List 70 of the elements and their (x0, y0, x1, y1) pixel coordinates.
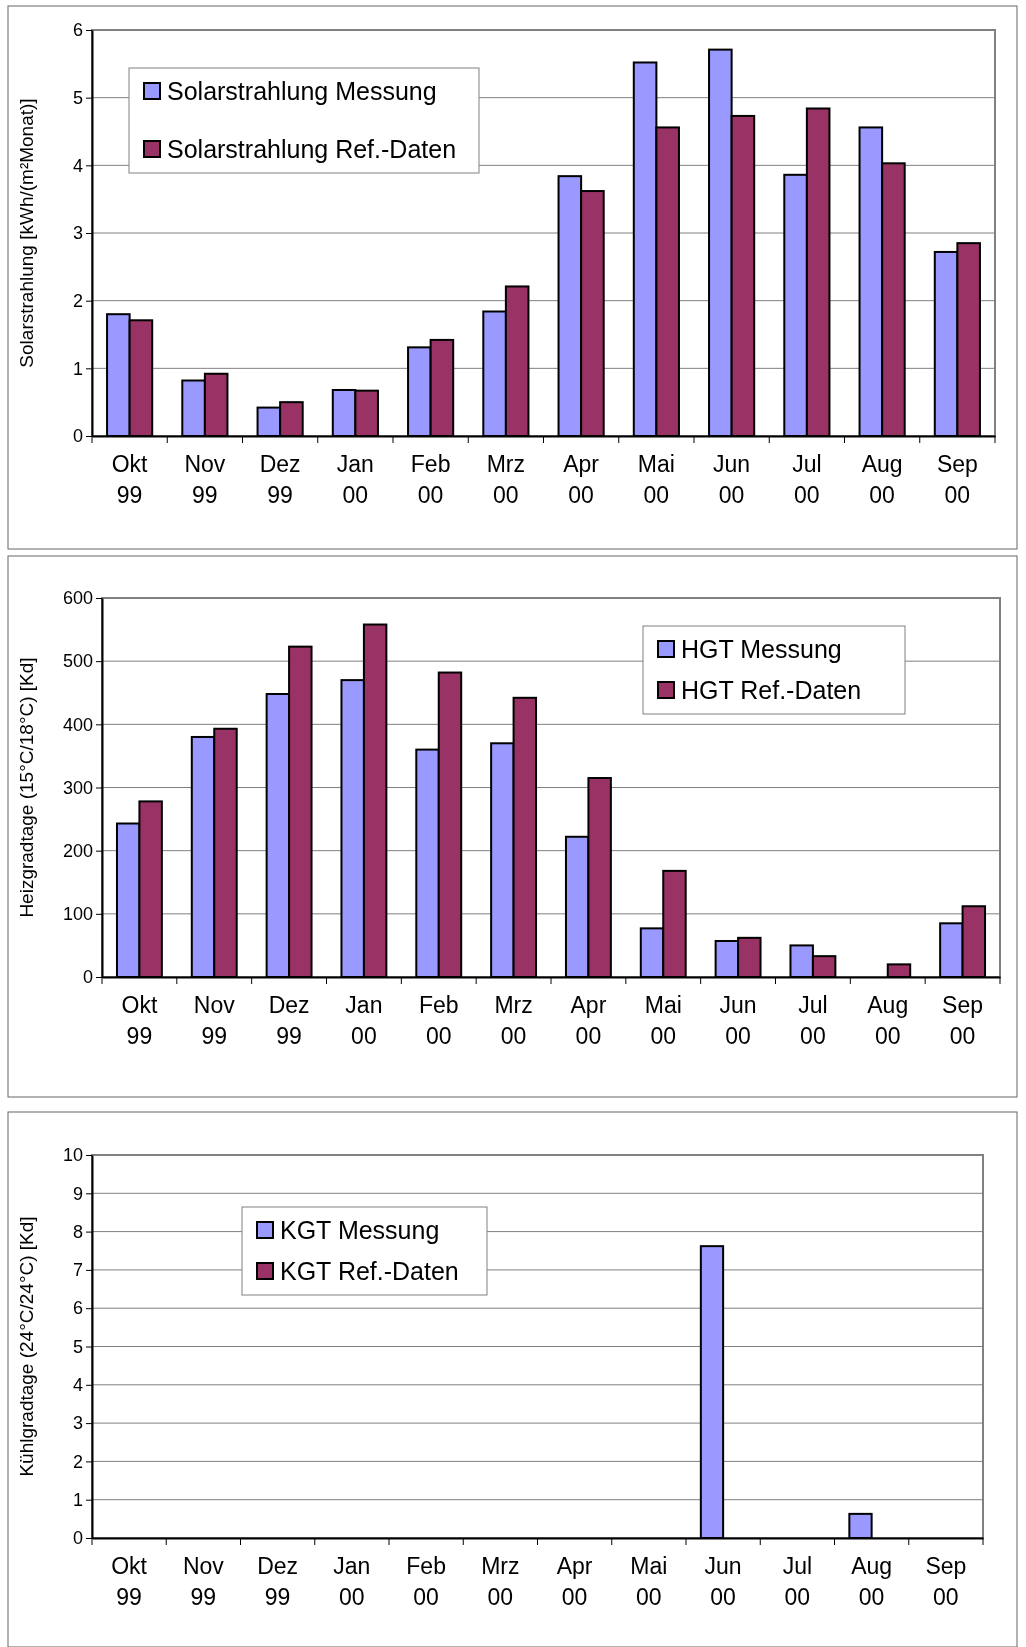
x-tick-label: Nov 99 (182, 1553, 225, 1610)
x-tick-label: Mrz 00 (481, 1553, 520, 1610)
y-tick-label: 2 (72, 290, 83, 311)
y-tick-label: 8 (72, 1221, 83, 1242)
legend-label: Solarstrahlung Messung (167, 77, 437, 105)
x-tick-label: Apr 00 (563, 451, 600, 508)
x-tick-label: Sep 00 (942, 992, 984, 1049)
y-tick-label: 6 (72, 20, 83, 41)
x-tick-label: Nov 99 (193, 992, 236, 1049)
y-tick-label: 300 (62, 777, 93, 798)
x-tick-label: Mai 00 (644, 992, 682, 1049)
y-tick-label: 200 (62, 840, 93, 861)
y-tick-label: 500 (62, 651, 93, 672)
x-tick-label: Jun 00 (704, 1553, 742, 1610)
y-tick-label: 6 (72, 1298, 83, 1319)
x-tick-label: Jan 00 (336, 451, 374, 508)
x-tick-label: Feb 00 (406, 1553, 446, 1610)
x-tick-label: Dez 99 (257, 1553, 299, 1610)
legend-label: HGT Ref.-Daten (681, 676, 862, 704)
y-tick-label: 400 (62, 714, 93, 735)
x-tick-label: Feb 00 (418, 992, 459, 1049)
y-tick-label: 5 (72, 1336, 83, 1357)
x-tick-label: Jul 00 (792, 451, 822, 508)
x-tick-label: Jul 00 (782, 1553, 813, 1610)
x-tick-label: Feb 00 (410, 451, 451, 508)
legend-label: KGT Messung (280, 1216, 440, 1244)
y-tick-label: 10 (62, 1145, 83, 1166)
x-tick-label: Aug 00 (851, 1553, 893, 1610)
y-tick-label: 1 (72, 358, 83, 379)
x-tick-label: Mrz 00 (486, 451, 526, 508)
y-tick-label: 9 (72, 1183, 83, 1204)
x-tick-label: Okt 99 (111, 1553, 148, 1610)
x-tick-label: Apr 00 (570, 992, 607, 1049)
x-tick-label: Jan 00 (345, 992, 383, 1049)
x-tick-label: Dez 99 (268, 992, 310, 1049)
x-tick-label: Mai 00 (630, 1553, 668, 1610)
y-axis-title: Solarstrahlung [kWh/(m²Monat)] (16, 98, 37, 368)
y-tick-label: 5 (72, 87, 83, 108)
x-tick-label: Sep 00 (936, 451, 978, 508)
y-tick-label: 0 (72, 426, 83, 447)
y-tick-label: 0 (72, 1528, 83, 1549)
y-tick-label: 0 (82, 967, 93, 988)
x-tick-label: Aug 00 (861, 451, 903, 508)
legend-label: HGT Messung (681, 635, 842, 663)
x-tick-label: Jun 00 (713, 451, 751, 508)
y-tick-label: 3 (72, 223, 83, 244)
x-tick-label: Jun 00 (719, 992, 757, 1049)
x-tick-label: Mrz 00 (494, 992, 533, 1049)
x-tick-label: Nov 99 (184, 451, 226, 508)
x-tick-label: Jul 00 (798, 992, 828, 1049)
y-axis-title: Kühlgradtage (24°C/24°C) [Kd] (16, 1216, 37, 1477)
y-tick-label: 7 (72, 1260, 83, 1281)
y-tick-label: 4 (72, 155, 83, 176)
legend-label: Solarstrahlung Ref.-Daten (167, 135, 457, 163)
y-tick-label: 600 (62, 588, 93, 609)
x-tick-label: Aug 00 (867, 992, 909, 1049)
y-tick-label: 1 (72, 1489, 83, 1510)
y-tick-label: 100 (62, 904, 93, 925)
x-tick-label: Okt 99 (111, 451, 149, 508)
x-tick-label: Apr 00 (556, 1553, 593, 1610)
x-tick-label: Sep 00 (925, 1553, 967, 1610)
y-tick-label: 4 (72, 1375, 83, 1396)
x-tick-label: Okt 99 (121, 992, 158, 1049)
x-tick-label: Dez 99 (259, 451, 301, 508)
x-tick-label: Jan 00 (333, 1553, 371, 1610)
y-axis-title: Heizgradtage (15°C/18°C) [Kd] (16, 657, 37, 918)
legend-label: KGT Ref.-Daten (280, 1257, 459, 1285)
y-tick-label: 2 (72, 1451, 83, 1472)
x-tick-label: Mai 00 (637, 451, 675, 508)
y-tick-label: 3 (72, 1413, 83, 1434)
